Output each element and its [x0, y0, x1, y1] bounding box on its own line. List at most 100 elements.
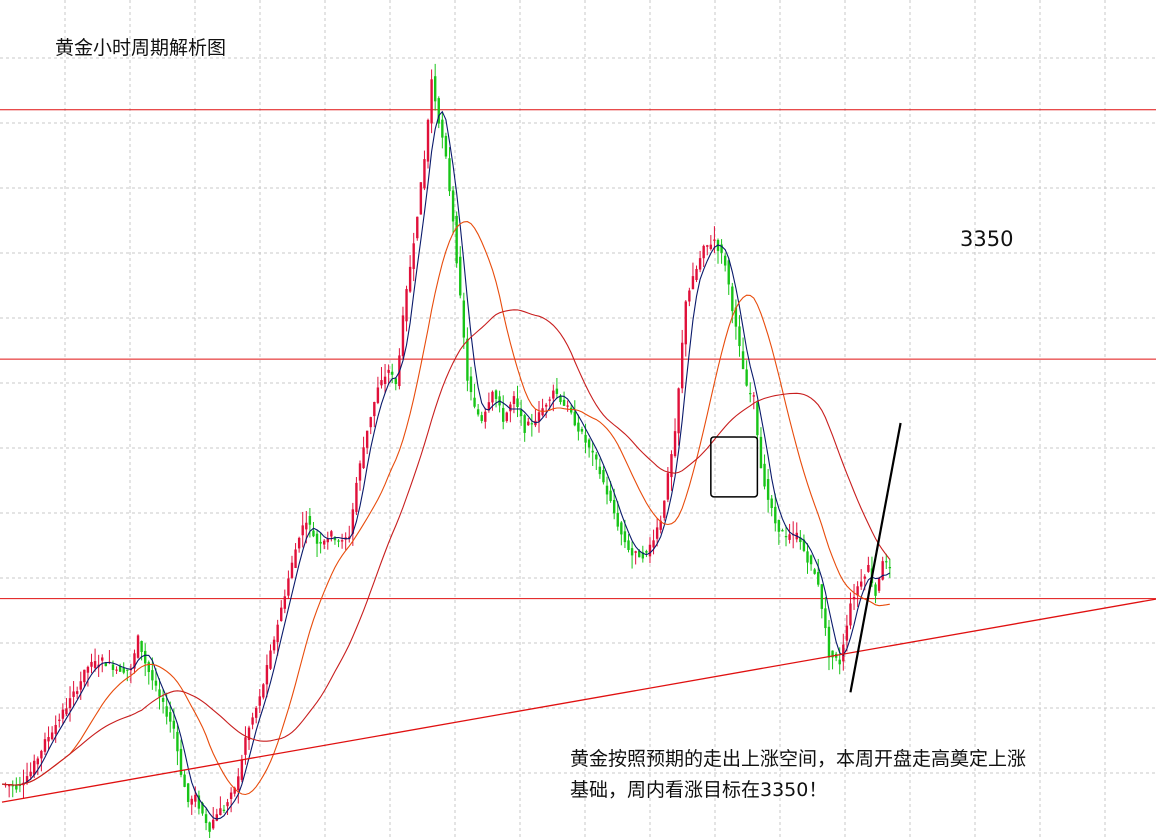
candle-body: [118, 666, 122, 672]
moving-averages: [1, 110, 891, 820]
candle-body: [61, 709, 65, 719]
candle-body: [333, 538, 337, 541]
candle-body: [358, 463, 362, 481]
candle-body: [720, 244, 723, 253]
candle-body: [609, 490, 612, 501]
candle-body: [677, 388, 680, 434]
forecast-line: [849, 422, 902, 693]
candle-body: [7, 785, 11, 787]
candle-body: [612, 499, 616, 514]
candle-body: [426, 119, 430, 162]
candle-body: [781, 530, 784, 532]
candle-body: [351, 509, 355, 534]
candle-body: [673, 431, 677, 457]
candle-body: [251, 717, 254, 725]
candle-body: [401, 315, 405, 357]
candle-body: [595, 454, 598, 460]
candle-body: [648, 544, 652, 557]
candle-body: [519, 409, 523, 417]
candle-body: [68, 698, 72, 709]
candle-body: [455, 215, 458, 264]
candle-body: [731, 286, 734, 312]
candle-body: [852, 596, 856, 600]
candle-body: [33, 760, 36, 775]
candle-body: [423, 159, 426, 189]
candle-body: [294, 549, 297, 568]
candle-body: [706, 245, 709, 247]
highlight-box: [710, 436, 759, 498]
candle-body: [527, 421, 530, 426]
candle-body: [512, 396, 516, 404]
candle-body: [459, 256, 462, 296]
candle-body: [809, 555, 813, 565]
candle-body: [280, 607, 283, 622]
candle-body: [258, 696, 261, 706]
candle-body: [154, 680, 158, 686]
candle-body: [408, 266, 412, 292]
candle-body: [365, 430, 369, 448]
candle-body: [605, 485, 609, 495]
candle-body: [269, 650, 272, 669]
candle-body: [627, 540, 630, 550]
candle-body: [208, 822, 211, 832]
candle-body: [491, 391, 494, 403]
candle-body: [749, 393, 752, 395]
candle-body: [709, 244, 713, 249]
candle-body: [831, 650, 834, 658]
candle-body: [774, 506, 777, 524]
candle-body: [101, 657, 104, 661]
candle-body: [86, 666, 90, 673]
candle-body: [838, 659, 841, 665]
candle-body: [186, 783, 190, 802]
annotation-line-2: 基础，周内看涨目标在3350！: [570, 779, 827, 801]
candle-body: [419, 182, 423, 215]
candle-body: [312, 530, 315, 537]
candle-body: [702, 245, 705, 259]
candle-body: [645, 551, 648, 553]
candle-body: [548, 399, 551, 401]
candle-body: [874, 584, 877, 596]
ma-mid-line: [1, 221, 890, 796]
candle-body: [244, 737, 247, 755]
candle-body: [766, 479, 770, 500]
candle-body: [276, 624, 279, 643]
candle-body: [487, 402, 491, 411]
support-trendline: [1, 598, 1156, 803]
candle-body: [183, 774, 186, 787]
candle-body: [179, 748, 183, 775]
candle-body: [373, 401, 376, 417]
candle-body: [691, 276, 695, 290]
candle-body: [727, 260, 730, 285]
candle-body: [144, 650, 147, 664]
candle-body: [380, 380, 383, 386]
candle-body: [301, 525, 304, 536]
ma-short-line: [1, 110, 891, 820]
candle-body: [305, 522, 308, 530]
candle-body: [136, 635, 140, 658]
candle-body: [50, 732, 54, 740]
candle-body: [240, 759, 244, 780]
candle-body: [616, 512, 619, 527]
candle-body: [140, 640, 143, 653]
candle-body: [115, 669, 118, 671]
candle-body: [79, 681, 82, 690]
candle-body: [229, 792, 233, 799]
candle-body: [842, 644, 845, 662]
candle-body: [802, 539, 806, 551]
candle-body: [47, 737, 50, 742]
candle-body: [29, 771, 32, 777]
candle-body: [623, 531, 627, 543]
candle-body: [83, 669, 86, 683]
candle-body: [484, 411, 487, 422]
candle-body: [147, 662, 150, 673]
candle-body: [444, 135, 448, 157]
candle-body: [502, 407, 505, 422]
candle-body: [308, 515, 312, 525]
candle-body: [287, 578, 290, 596]
candle-body: [237, 776, 240, 791]
candle-body: [756, 402, 759, 436]
candle-body: [695, 269, 698, 280]
candle-body: [584, 434, 587, 443]
candle-body: [573, 411, 576, 426]
